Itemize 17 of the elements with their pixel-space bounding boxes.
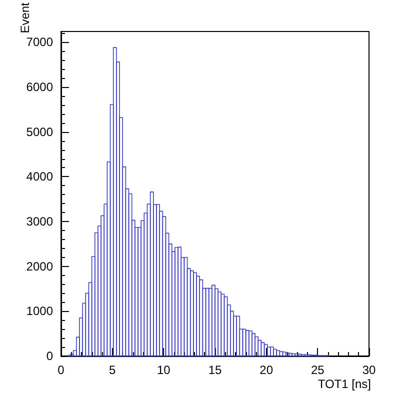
- y-tick-label: 1000: [26, 304, 54, 318]
- x-tick-label: 5: [108, 363, 116, 377]
- x-axis-title: TOT1 [ns]: [318, 377, 371, 391]
- y-tick-label: 5000: [26, 124, 54, 139]
- y-tick-label: 0: [46, 349, 54, 363]
- y-tick-label: 6000: [26, 80, 54, 94]
- x-tick-label: 25: [310, 363, 325, 377]
- y-tick-label: 4000: [26, 170, 54, 184]
- y-tick-label: 2000: [26, 259, 54, 274]
- x-tick-label: 15: [208, 363, 222, 377]
- y-axis-title: Event: [18, 2, 32, 34]
- x-tick-label: 20: [260, 363, 274, 377]
- y-tick-label: 7000: [26, 35, 54, 50]
- x-tick-label: 0: [58, 363, 65, 377]
- x-tick-label: 10: [156, 363, 171, 377]
- y-tick-label: 3000: [26, 214, 54, 229]
- x-tick-label: 30: [362, 363, 376, 377]
